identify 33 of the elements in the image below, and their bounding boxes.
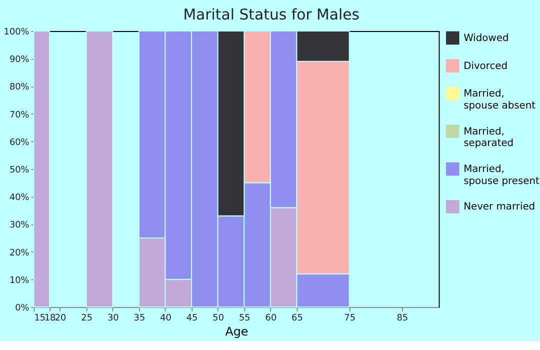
x-tick-label: 40 (160, 313, 172, 324)
chart-title: Marital Status for Males (183, 6, 360, 24)
x-tick-label: 45 (186, 313, 198, 324)
x-tick-label: 20 (54, 313, 67, 324)
y-tick-label: 80% (9, 82, 30, 93)
x-tick-label: 75 (344, 313, 356, 324)
y-tick-label: 100% (4, 28, 30, 38)
x-tick-label: 85 (396, 313, 408, 324)
x-axis-title: Age (225, 324, 248, 338)
y-tick-label: 40% (9, 193, 30, 204)
y-tick-label: 50% (9, 165, 30, 176)
legend-label: Married, spouse present (464, 164, 540, 187)
x-tick-label: 55 (238, 313, 250, 324)
x-tick-label: 60 (265, 313, 277, 324)
y-tick-label: 20% (9, 248, 30, 258)
x-tick-label: 15 (34, 313, 46, 324)
x-tick-label: 65 (292, 313, 303, 324)
y-tick-label: 0% (15, 303, 30, 314)
y-tick-label: 60% (9, 138, 30, 148)
legend-label: Divorced (464, 60, 508, 72)
y-tick-label: 70% (9, 110, 30, 120)
x-tick-label: 25 (81, 313, 93, 324)
x-tick-label: 35 (134, 313, 146, 324)
legend-label: Married, spouse absent (464, 88, 536, 112)
legend-label: Never married (464, 202, 536, 213)
x-tick-label: 18 (44, 313, 56, 324)
x-tick-label: 50 (212, 313, 224, 324)
y-tick-label: 90% (9, 55, 30, 66)
x-tick-label: 30 (107, 313, 120, 324)
legend-label: Widowed (464, 32, 509, 44)
y-tick-label: 30% (9, 220, 30, 231)
y-tick-label: 10% (9, 276, 30, 286)
legend-label: Married, separated (464, 126, 514, 150)
